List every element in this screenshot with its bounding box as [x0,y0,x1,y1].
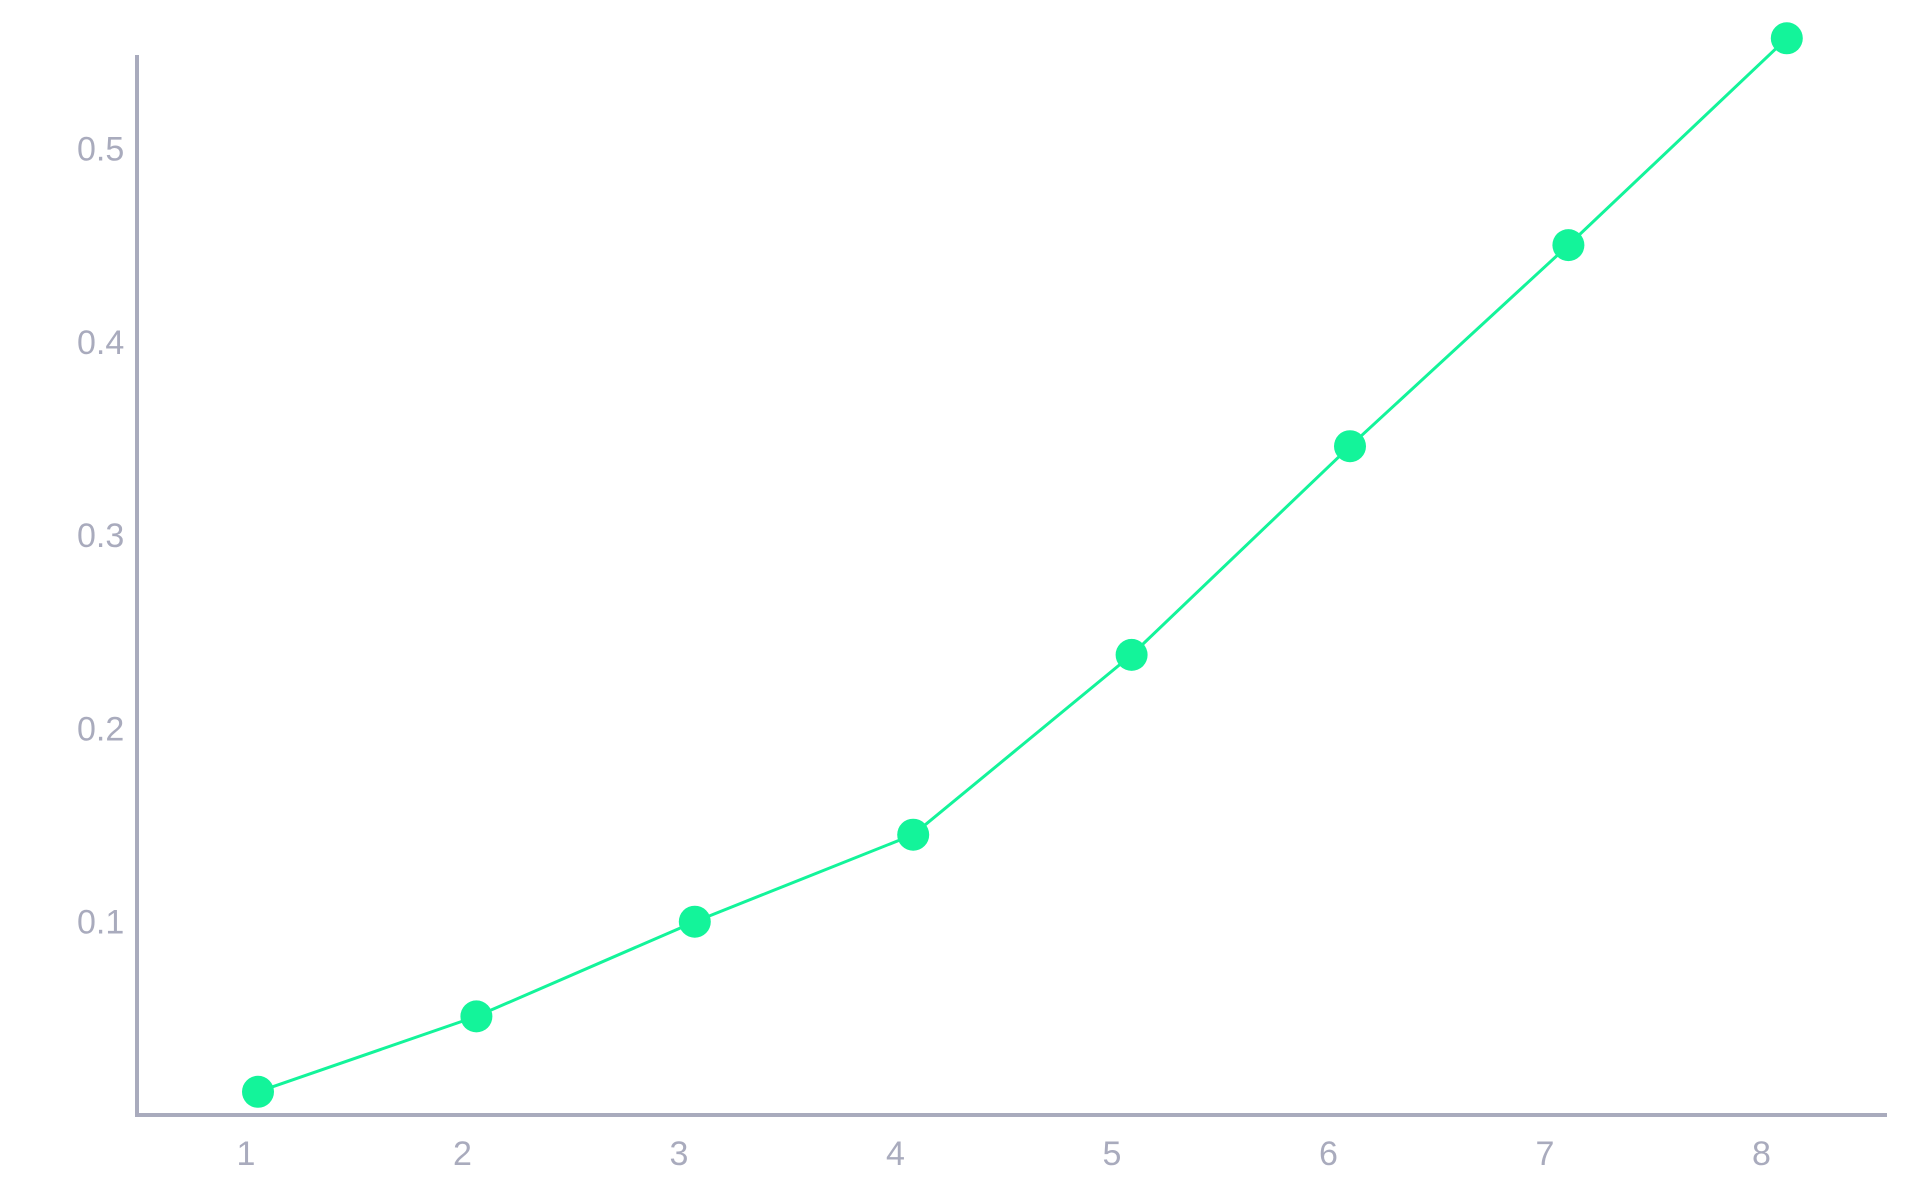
x-tick-label: 2 [453,1135,472,1173]
y-axis-ticks: 0.1 0.2 0.3 0.4 0.5 [77,131,124,942]
data-point [1770,22,1803,55]
data-point [1552,229,1585,262]
y-tick-label: 0.1 [77,904,124,942]
x-axis-ticks: 1 2 3 4 5 6 7 8 [237,1135,1771,1173]
series-line [257,37,1788,1094]
x-tick-label: 7 [1536,1135,1555,1173]
data-point [678,905,711,938]
y-tick-label: 0.3 [77,517,124,555]
x-tick-label: 8 [1752,1135,1771,1173]
x-tick-label: 5 [1103,1135,1122,1173]
x-tick-label: 1 [237,1135,256,1173]
y-tick-label: 0.4 [77,324,124,362]
x-tick-label: 6 [1319,1135,1338,1173]
x-tick-label: 4 [886,1135,905,1173]
data-point [1334,430,1366,463]
data-point [897,818,930,851]
x-tick-label: 3 [670,1135,689,1173]
data-point [460,1000,493,1033]
y-tick-label: 0.5 [77,131,124,169]
data-points [242,22,1803,1108]
data-point [1115,638,1148,671]
data-point [242,1075,274,1108]
y-tick-label: 0.2 [77,710,124,748]
